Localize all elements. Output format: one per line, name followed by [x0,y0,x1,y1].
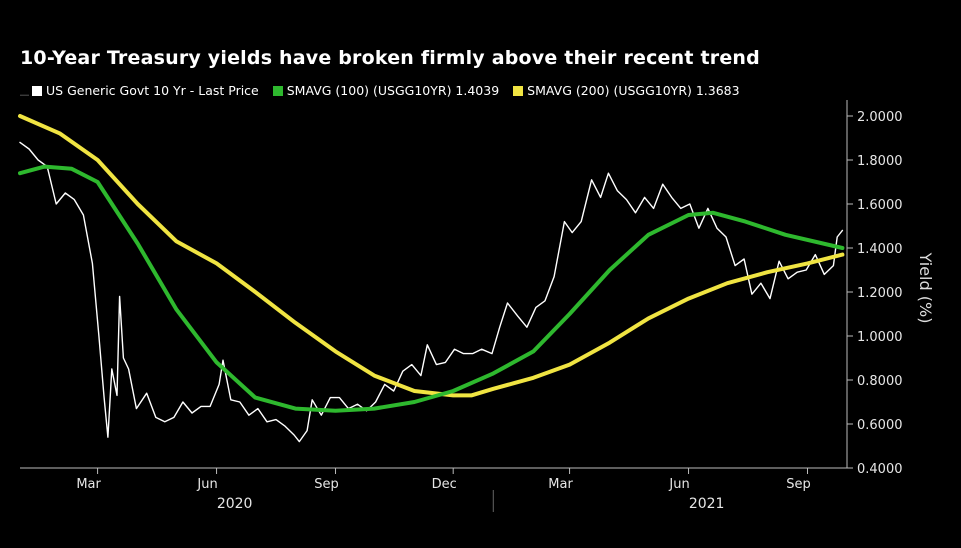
y-tick-label: 0.4000 [857,462,903,477]
x-year-label: 2020 [217,496,253,512]
legend-item-sma200: SMAVG (200) (USGG10YR) 1.3683 [513,83,740,98]
y-tick-label: 1.6000 [857,198,903,213]
x-tick-label: Jun [668,477,689,492]
legend-swatch-yellow [513,85,524,96]
legend: ⸏ US Generic Govt 10 Yr - Last Price SMA… [20,83,754,98]
x-tick-label: Mar [76,477,101,492]
y-tick-label: 1.0000 [857,330,903,345]
x-tick-label: Dec [432,477,457,492]
y-tick-label: 2.0000 [857,110,903,125]
legend-label-sma100: SMAVG (100) (USGG10YR) 1.4039 [286,83,500,98]
series-line-sma200 [18,114,845,398]
legend-swatch-white [32,85,43,96]
series-line-sma100 [18,164,845,413]
y-tick-label: 0.8000 [857,374,903,389]
x-tick-label: Mar [548,477,573,492]
legend-label-last-price: US Generic Govt 10 Yr - Last Price [46,83,259,98]
legend-item-sma100: SMAVG (100) (USGG10YR) 1.4039 [272,83,500,98]
y-tick-label: 1.8000 [857,154,903,169]
y-tick-label: 1.2000 [857,286,903,301]
legend-label-sma200: SMAVG (200) (USGG10YR) 1.3683 [527,83,740,98]
y-tick-label: 0.6000 [857,418,903,433]
legend-toggle-icon: ⸏ [20,87,30,97]
x-tick-label: Sep [314,477,339,492]
legend-swatch-green [272,85,283,96]
y-axis-label: Yield (%) [916,252,935,324]
y-tick-label: 1.4000 [857,242,903,257]
x-tick-label: Sep [786,477,811,492]
chart-title: 10-Year Treasury yields have broken firm… [20,47,760,69]
x-tick-label: Jun [196,477,217,492]
x-year-label: 2021 [689,496,725,512]
legend-item-last-price: ⸏ US Generic Govt 10 Yr - Last Price [20,83,259,98]
